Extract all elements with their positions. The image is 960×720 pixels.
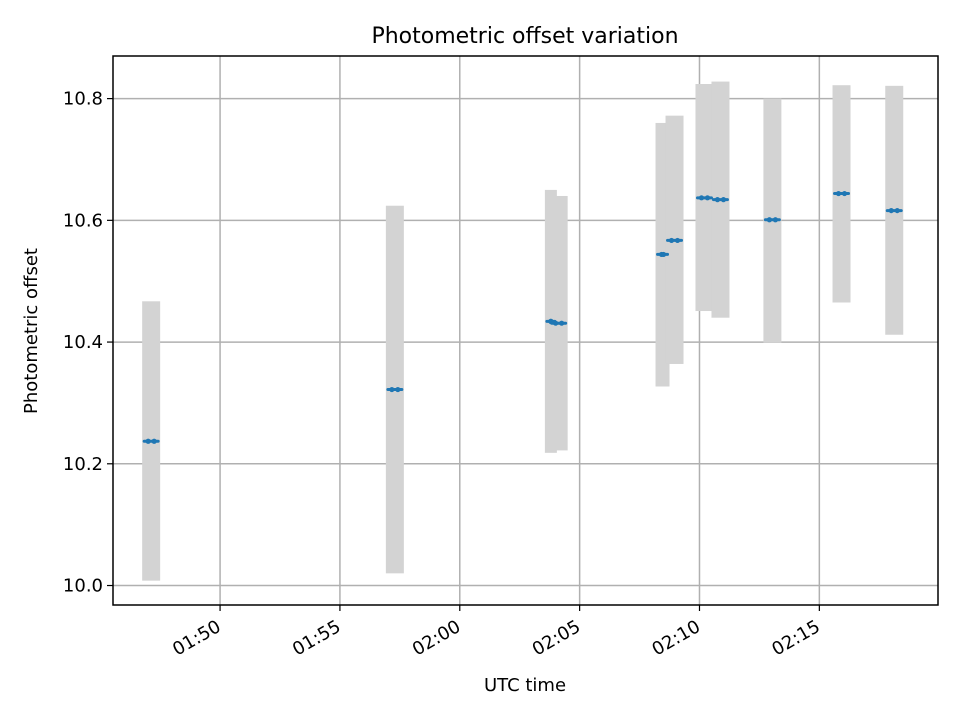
y-tick-label: 10.2 xyxy=(63,454,103,475)
data-point-marker xyxy=(668,237,675,244)
y-tick-label: 10.0 xyxy=(63,576,103,597)
y-axis-ticks: 10.0 10.2 10.4 10.6 10.8 xyxy=(63,89,113,597)
data-point-marker xyxy=(714,197,721,203)
data-point-marker xyxy=(151,438,157,444)
y-axis-label: Photometric offset xyxy=(21,248,42,414)
y-tick-label: 10.8 xyxy=(63,89,103,110)
data-points xyxy=(142,190,903,444)
grid xyxy=(113,56,938,605)
y-tick-label: 10.4 xyxy=(63,332,103,353)
data-point-marker xyxy=(766,217,773,223)
data-point-marker xyxy=(660,251,667,258)
data-point-marker xyxy=(674,237,681,244)
chart-title: Photometric offset variation xyxy=(371,24,678,49)
data-point-marker xyxy=(559,320,565,326)
data-point-marker xyxy=(553,320,559,326)
y-tick-label: 10.6 xyxy=(63,210,103,231)
data-point-marker xyxy=(145,438,151,444)
data-point-marker xyxy=(894,207,900,214)
data-point-marker xyxy=(841,190,848,197)
data-point-marker xyxy=(395,386,401,393)
data-point-marker xyxy=(888,207,894,214)
data-point-marker xyxy=(720,197,727,203)
data-point-marker xyxy=(389,386,395,393)
data-point-marker xyxy=(704,195,711,201)
data-point-marker xyxy=(772,217,778,223)
data-point-marker xyxy=(698,195,705,201)
data-point-marker xyxy=(835,190,842,197)
x-axis-label: UTC time xyxy=(484,675,566,696)
plot-area-frame xyxy=(112,55,939,606)
